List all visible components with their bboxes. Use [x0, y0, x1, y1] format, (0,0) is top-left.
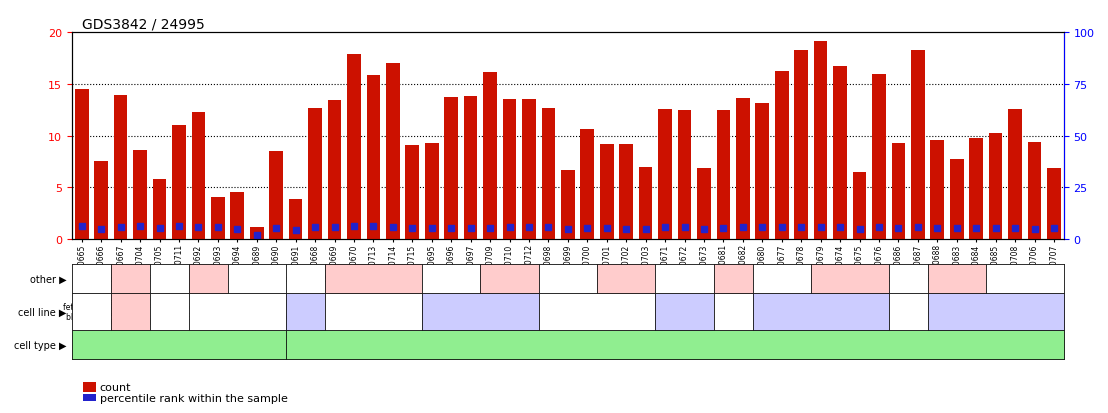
- Bar: [970, 138, 983, 240]
- Text: other ▶: other ▶: [30, 274, 66, 284]
- Bar: [406, 146, 419, 240]
- Text: AM-hiPS,
Thyme: AM-hiPS, Thyme: [891, 302, 925, 321]
- Bar: [503, 100, 516, 240]
- Text: cell type ▶: cell type ▶: [14, 340, 66, 350]
- Text: passage 7: passage 7: [606, 274, 646, 283]
- Text: uterine endom
etrium (UtE): uterine endom etrium (UtE): [141, 302, 197, 321]
- Bar: [658, 109, 671, 240]
- Text: somatic cell: somatic cell: [156, 340, 202, 349]
- Bar: [289, 199, 302, 240]
- Bar: [599, 145, 614, 240]
- Text: passage 16: passage 16: [109, 274, 152, 283]
- Text: percentile rank within the sample: percentile rank within the sample: [100, 393, 288, 403]
- Text: passage
8: passage 8: [668, 269, 700, 288]
- Bar: [911, 50, 925, 240]
- Bar: [114, 96, 127, 240]
- Text: passage
20: passage 20: [1009, 269, 1040, 288]
- Bar: [133, 151, 147, 240]
- Bar: [425, 143, 439, 240]
- Text: amniotic
ectoderm and
mesoderm
layer (AM): amniotic ectoderm and mesoderm layer (AM…: [211, 292, 264, 332]
- Bar: [83, 394, 96, 401]
- Bar: [328, 101, 341, 240]
- Text: passage 18: passage 18: [546, 274, 589, 283]
- Text: UtE-hiPS, 1: UtE-hiPS, 1: [460, 307, 502, 316]
- Bar: [717, 110, 730, 240]
- Bar: [483, 73, 496, 240]
- Bar: [308, 109, 322, 240]
- Bar: [230, 192, 244, 240]
- Bar: [774, 72, 789, 240]
- Text: count: count: [100, 382, 131, 392]
- Bar: [94, 162, 107, 240]
- Bar: [756, 103, 769, 240]
- Bar: [581, 130, 594, 240]
- Text: cell line ▶: cell line ▶: [18, 307, 66, 317]
- Bar: [892, 143, 905, 240]
- Bar: [192, 113, 205, 240]
- Bar: [347, 55, 361, 240]
- Bar: [678, 110, 691, 240]
- Bar: [872, 74, 885, 240]
- Text: passage 12: passage 12: [760, 274, 803, 283]
- Text: passage 15: passage 15: [886, 274, 930, 283]
- Bar: [211, 197, 225, 240]
- Bar: [250, 227, 264, 240]
- Bar: [833, 67, 847, 240]
- Text: induced pluripotent stem cell (iPSC): induced pluripotent stem cell (iPSC): [606, 340, 743, 349]
- Text: passage 13: passage 13: [488, 274, 532, 283]
- Text: passage 22: passage 22: [284, 274, 327, 283]
- Text: UtE-hiPS, 2: UtE-hiPS, 2: [576, 307, 618, 316]
- Bar: [736, 99, 750, 240]
- Text: fetal lung fibro
blast (MRC-5): fetal lung fibro blast (MRC-5): [63, 302, 120, 321]
- Bar: [853, 173, 866, 240]
- Bar: [988, 133, 1003, 240]
- Bar: [444, 98, 458, 240]
- Bar: [1008, 109, 1022, 240]
- Text: AM-hiPS,
Chives: AM-hiPS, Chives: [717, 302, 750, 321]
- Bar: [561, 170, 575, 240]
- Text: passage 8: passage 8: [150, 274, 188, 283]
- Bar: [639, 167, 653, 240]
- Text: MRC-hiPS,
Tic(JCRB1331: MRC-hiPS, Tic(JCRB1331: [280, 302, 331, 321]
- Bar: [269, 152, 283, 240]
- Bar: [367, 75, 380, 240]
- Bar: [697, 169, 710, 240]
- Bar: [950, 160, 964, 240]
- Text: passage 27: passage 27: [429, 274, 473, 283]
- Bar: [83, 382, 96, 392]
- Bar: [794, 50, 808, 240]
- Bar: [1047, 169, 1060, 240]
- Text: placental arte
ry-derived
endothelial (PA: placental arte ry-derived endothelial (P…: [102, 297, 160, 327]
- Text: n/a: n/a: [85, 274, 98, 283]
- Bar: [75, 90, 89, 240]
- Text: PAE-hiPS: PAE-hiPS: [357, 307, 390, 316]
- Text: pas
sag
e 19: pas sag e 19: [948, 264, 965, 294]
- Text: passage 18: passage 18: [351, 274, 396, 283]
- Bar: [386, 64, 400, 240]
- Bar: [619, 145, 633, 240]
- Text: passage
9: passage 9: [717, 269, 749, 288]
- Text: GDS3842 / 24995: GDS3842 / 24995: [82, 18, 205, 32]
- Text: passage 16: passage 16: [828, 274, 872, 283]
- Bar: [931, 140, 944, 240]
- Text: AM-hiPS,
Sage: AM-hiPS, Sage: [668, 302, 701, 321]
- Bar: [153, 180, 166, 240]
- Text: passage
13: passage 13: [240, 269, 273, 288]
- Bar: [522, 100, 536, 240]
- Text: AM-hiPS, Marry: AM-hiPS, Marry: [966, 307, 1025, 316]
- Bar: [542, 109, 555, 240]
- Bar: [813, 43, 828, 240]
- Text: AM-hiPS, Lovage: AM-hiPS, Lovage: [789, 307, 852, 316]
- Bar: [464, 97, 478, 240]
- Bar: [172, 126, 186, 240]
- Bar: [1028, 142, 1042, 240]
- Text: pas
sag
e 10: pas sag e 10: [199, 264, 216, 294]
